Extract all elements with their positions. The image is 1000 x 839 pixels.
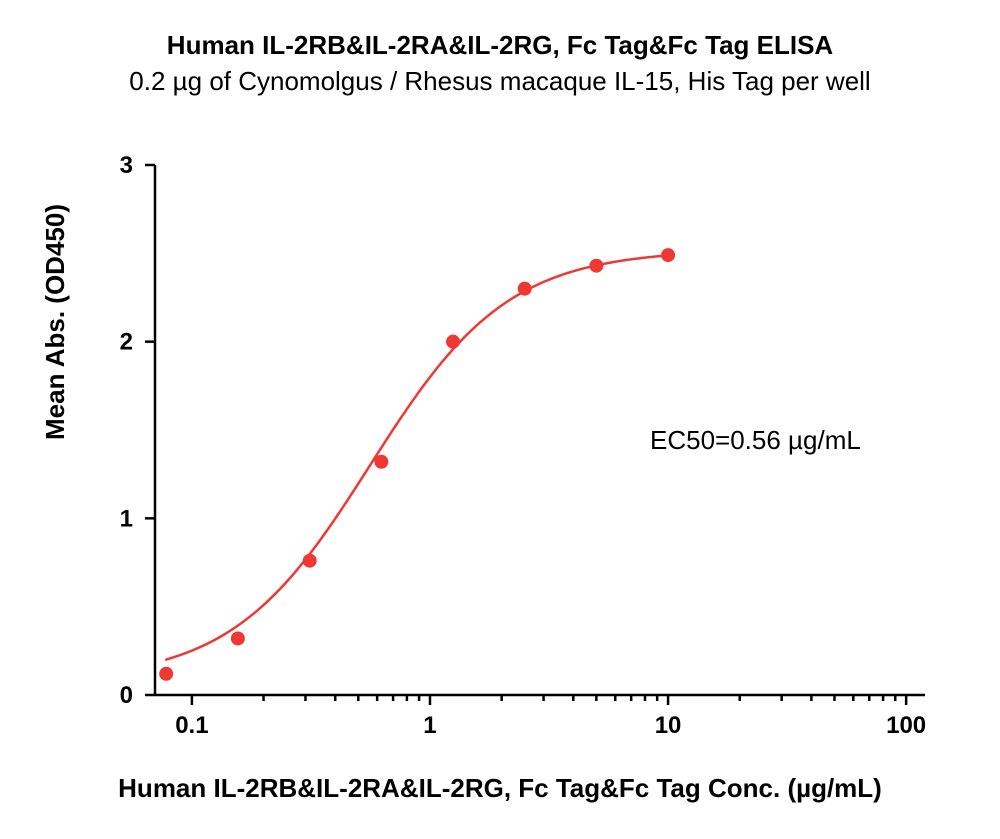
svg-text:2: 2 [120, 329, 133, 356]
chart-title-main: Human IL-2RB&IL-2RA&IL-2RG, Fc Tag&Fc Ta… [0, 30, 1000, 61]
svg-text:0.1: 0.1 [175, 712, 208, 739]
svg-text:10: 10 [655, 712, 682, 739]
y-axis-label: Mean Abs. (OD450) [40, 204, 71, 440]
chart-title-sub: 0.2 µg of Cynomolgus / Rhesus macaque IL… [0, 66, 1000, 97]
ec50-annotation: EC50=0.56 µg/mL [650, 425, 861, 456]
x-axis-label: Human IL-2RB&IL-2RA&IL-2RG, Fc Tag&Fc Ta… [0, 773, 1000, 804]
svg-text:0: 0 [120, 682, 133, 709]
plot-svg: 0 1 2 3 0.1 1 10 100 [0, 0, 1000, 839]
svg-text:1: 1 [423, 712, 436, 739]
svg-text:3: 3 [120, 152, 133, 179]
chart-title-block: Human IL-2RB&IL-2RA&IL-2RG, Fc Tag&Fc Ta… [0, 30, 1000, 97]
elisa-chart: Human IL-2RB&IL-2RA&IL-2RG, Fc Tag&Fc Ta… [0, 0, 1000, 839]
svg-text:1: 1 [120, 505, 133, 532]
svg-text:100: 100 [886, 712, 926, 739]
